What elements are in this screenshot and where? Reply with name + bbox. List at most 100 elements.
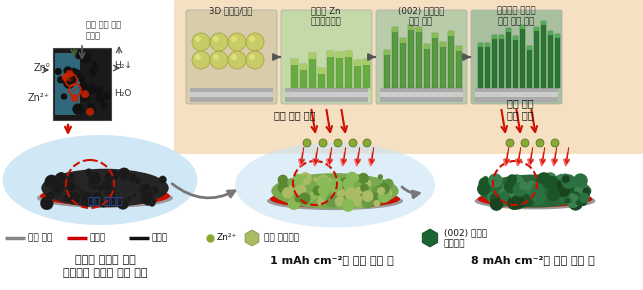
- Circle shape: [312, 191, 320, 198]
- Circle shape: [150, 186, 159, 195]
- Circle shape: [55, 68, 62, 75]
- Circle shape: [325, 195, 338, 208]
- Circle shape: [140, 183, 152, 196]
- Bar: [424, 44, 430, 88]
- Bar: [300, 64, 307, 88]
- Circle shape: [338, 178, 348, 188]
- FancyArrowPatch shape: [369, 153, 374, 165]
- Text: 3D 핵생성/확산: 3D 핵생성/확산: [210, 6, 253, 15]
- Bar: [432, 33, 438, 38]
- Ellipse shape: [37, 188, 173, 208]
- Circle shape: [490, 197, 503, 211]
- FancyArrowPatch shape: [503, 153, 509, 165]
- Bar: [527, 46, 532, 88]
- Circle shape: [555, 180, 569, 194]
- Circle shape: [316, 175, 330, 189]
- Circle shape: [500, 191, 509, 201]
- Ellipse shape: [267, 192, 403, 210]
- Bar: [520, 25, 525, 29]
- Circle shape: [536, 139, 544, 147]
- Bar: [475, 88, 558, 102]
- Circle shape: [86, 108, 94, 116]
- Circle shape: [363, 139, 371, 147]
- Bar: [499, 35, 504, 88]
- Circle shape: [103, 92, 111, 100]
- Circle shape: [349, 139, 357, 147]
- Bar: [541, 21, 546, 88]
- Circle shape: [63, 77, 75, 89]
- Bar: [541, 21, 546, 25]
- Bar: [354, 60, 361, 66]
- Bar: [363, 59, 370, 65]
- Circle shape: [373, 185, 386, 199]
- Circle shape: [60, 93, 68, 100]
- Circle shape: [73, 104, 84, 115]
- Circle shape: [80, 196, 92, 207]
- Circle shape: [521, 183, 535, 197]
- Bar: [285, 88, 368, 102]
- Circle shape: [561, 174, 576, 189]
- FancyArrowPatch shape: [355, 153, 360, 165]
- Circle shape: [339, 177, 350, 189]
- FancyArrowPatch shape: [370, 148, 374, 163]
- Circle shape: [87, 178, 95, 186]
- Bar: [424, 44, 430, 49]
- Circle shape: [75, 52, 82, 59]
- Circle shape: [383, 179, 394, 189]
- Circle shape: [524, 190, 535, 201]
- Circle shape: [107, 172, 114, 179]
- Circle shape: [318, 177, 329, 188]
- Circle shape: [576, 194, 584, 203]
- Circle shape: [304, 193, 314, 203]
- Circle shape: [335, 196, 345, 207]
- Bar: [440, 42, 446, 88]
- Circle shape: [92, 184, 98, 190]
- Circle shape: [50, 184, 62, 197]
- Circle shape: [101, 180, 113, 192]
- Circle shape: [68, 173, 75, 179]
- Bar: [363, 59, 370, 88]
- Circle shape: [80, 52, 91, 64]
- Circle shape: [71, 94, 78, 102]
- Ellipse shape: [3, 135, 197, 225]
- Circle shape: [361, 196, 374, 209]
- FancyArrowPatch shape: [341, 153, 347, 165]
- Circle shape: [117, 198, 129, 209]
- Circle shape: [141, 192, 154, 205]
- Circle shape: [569, 187, 575, 193]
- FancyBboxPatch shape: [281, 10, 372, 104]
- Circle shape: [120, 168, 130, 178]
- Circle shape: [95, 86, 103, 95]
- Circle shape: [536, 172, 551, 187]
- Circle shape: [506, 139, 514, 147]
- Bar: [345, 51, 352, 88]
- Circle shape: [379, 184, 387, 192]
- Circle shape: [89, 104, 93, 108]
- Circle shape: [374, 200, 381, 207]
- Bar: [190, 92, 273, 97]
- Text: 아연 금속: 아연 금속: [28, 233, 52, 242]
- Circle shape: [579, 193, 590, 203]
- Circle shape: [145, 201, 150, 206]
- Circle shape: [507, 174, 517, 184]
- Circle shape: [478, 177, 491, 190]
- FancyBboxPatch shape: [55, 53, 80, 115]
- Circle shape: [64, 66, 73, 75]
- Bar: [408, 25, 414, 88]
- Bar: [440, 42, 446, 47]
- FancyArrowPatch shape: [564, 153, 569, 165]
- Circle shape: [358, 174, 363, 179]
- Circle shape: [51, 180, 65, 194]
- Circle shape: [503, 180, 517, 193]
- Circle shape: [541, 173, 553, 185]
- Circle shape: [93, 65, 98, 70]
- Circle shape: [81, 94, 88, 102]
- FancyBboxPatch shape: [53, 48, 111, 120]
- Circle shape: [502, 182, 516, 196]
- Circle shape: [555, 174, 568, 187]
- Circle shape: [85, 168, 93, 176]
- Bar: [520, 25, 525, 88]
- Circle shape: [213, 36, 219, 42]
- Bar: [384, 50, 390, 88]
- Circle shape: [249, 36, 255, 42]
